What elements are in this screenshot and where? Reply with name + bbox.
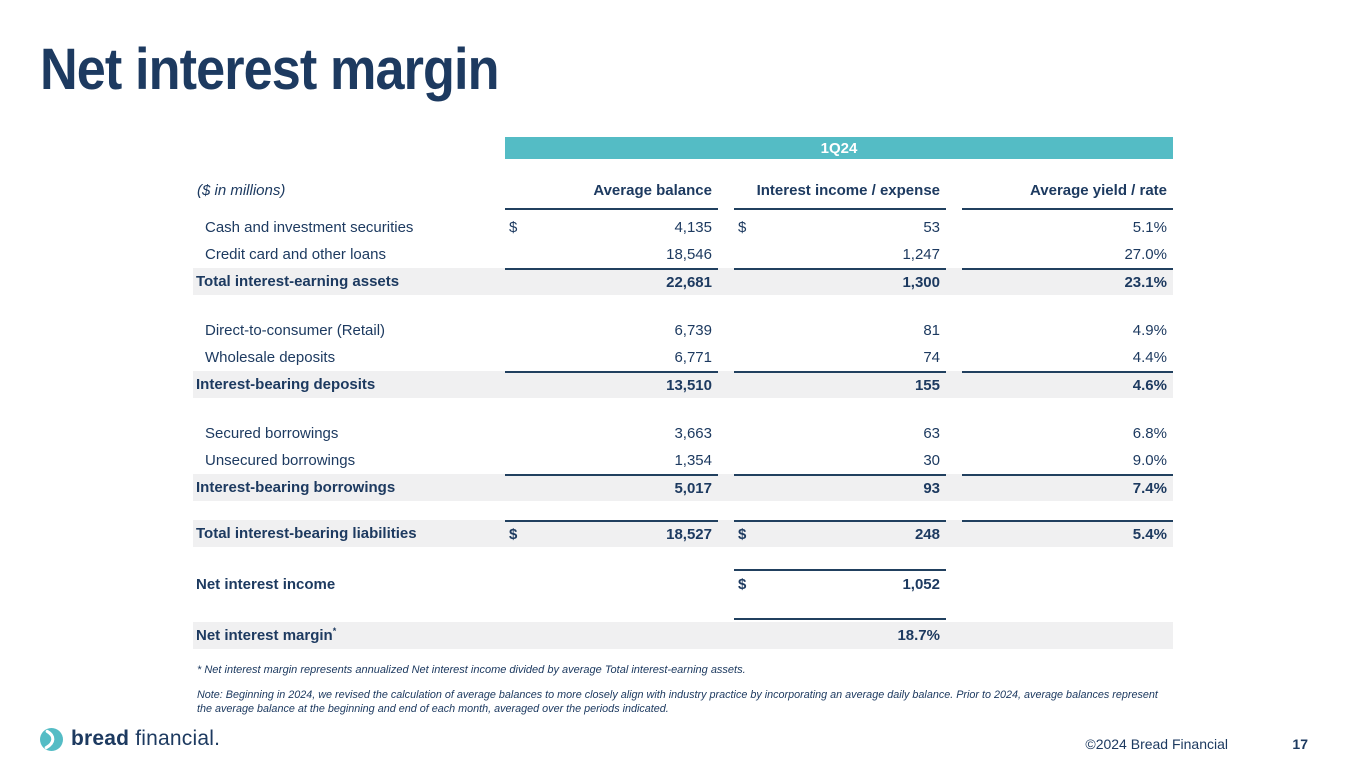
table-row: Wholesale deposits 6,771 74 4.4% bbox=[193, 344, 1173, 371]
table-row-subtotal: Interest-bearing deposits 13,510 155 4.6… bbox=[193, 371, 1173, 398]
spacer bbox=[193, 295, 1173, 317]
table-row: Direct-to-consumer (Retail) 6,739 81 4.9… bbox=[193, 317, 1173, 344]
yield-value: 5.4% bbox=[1132, 526, 1167, 543]
interest-value: 30 bbox=[923, 452, 940, 469]
avg-balance-value: 3,663 bbox=[674, 425, 712, 442]
interest-value: 248 bbox=[914, 526, 940, 543]
nim-table: 1Q24 ($ in millions) Average balance Int… bbox=[193, 137, 1173, 716]
row-label: Net interest margin bbox=[196, 627, 333, 644]
page-number: 17 bbox=[1292, 736, 1308, 752]
col-header-average-yield-rate: Average yield / rate bbox=[1029, 182, 1167, 199]
yield-value: 4.4% bbox=[1132, 349, 1167, 366]
interest-value: 74 bbox=[923, 349, 940, 366]
table-row: Secured borrowings 3,663 63 6.8% bbox=[193, 420, 1173, 447]
interest-value: 155 bbox=[914, 377, 940, 394]
yield-value: 4.9% bbox=[1132, 322, 1167, 339]
interest-value: 1,300 bbox=[902, 274, 940, 291]
col-header-average-balance: Average balance bbox=[593, 182, 712, 199]
period-label: 1Q24 bbox=[820, 139, 858, 157]
row-label: Total interest-earning assets bbox=[196, 273, 400, 290]
divider-segment bbox=[505, 208, 718, 210]
dollar-sign: $ bbox=[509, 526, 518, 543]
spacer bbox=[193, 547, 1173, 569]
dollar-sign: $ bbox=[738, 219, 747, 236]
row-label: Interest-bearing borrowings bbox=[196, 479, 396, 496]
row-label: Secured borrowings bbox=[205, 425, 339, 442]
row-label: Interest-bearing deposits bbox=[196, 376, 376, 393]
yield-value: 23.1% bbox=[1124, 274, 1167, 291]
avg-balance-value: 4,135 bbox=[674, 219, 712, 236]
avg-balance-value: 13,510 bbox=[666, 377, 712, 394]
yield-value: 7.4% bbox=[1132, 480, 1167, 497]
interest-value: 93 bbox=[923, 480, 940, 497]
table-row: Cash and investment securities $4,135 $5… bbox=[193, 214, 1173, 241]
brand-logo: bread financial. bbox=[40, 727, 220, 751]
spacer bbox=[193, 501, 1173, 520]
footnote-note: Note: Beginning in 2024, we revised the … bbox=[197, 689, 1158, 715]
bread-financial-logo-icon bbox=[40, 727, 63, 751]
header-divider bbox=[193, 208, 1173, 210]
interest-value: 53 bbox=[923, 219, 940, 236]
dollar-sign: $ bbox=[738, 576, 747, 593]
avg-balance-value: 6,771 bbox=[674, 349, 712, 366]
row-label: Net interest income bbox=[196, 576, 336, 593]
brand-name-bold: bread bbox=[71, 727, 130, 750]
net-interest-margin-divider bbox=[193, 618, 1173, 620]
spacer bbox=[193, 398, 1173, 420]
page-title: Net interest margin bbox=[40, 37, 500, 102]
avg-balance-value: 18,546 bbox=[666, 246, 712, 263]
table-row-total: Total interest-bearing liabilities $18,5… bbox=[193, 520, 1173, 547]
yield-value: 6.8% bbox=[1132, 425, 1167, 442]
divider-segment bbox=[734, 569, 946, 571]
avg-balance-value: 22,681 bbox=[666, 274, 712, 291]
table-row: Unsecured borrowings 1,354 30 9.0% bbox=[193, 447, 1173, 474]
table-row-subtotal: Interest-bearing borrowings 5,017 93 7.4… bbox=[193, 474, 1173, 501]
spacer bbox=[193, 598, 1173, 618]
brand-name-light: financial bbox=[129, 727, 215, 750]
margin-value: 18.7% bbox=[897, 627, 940, 644]
row-label: Unsecured borrowings bbox=[205, 452, 356, 469]
brand-period: . bbox=[214, 727, 221, 750]
yield-value: 27.0% bbox=[1124, 246, 1167, 263]
col-header-interest-income-expense: Interest income / expense bbox=[756, 182, 940, 199]
interest-value: 1,247 bbox=[902, 246, 940, 263]
divider-segment bbox=[734, 618, 946, 620]
footnote-marker: * bbox=[332, 626, 337, 636]
period-header-bar: 1Q24 bbox=[505, 137, 1173, 159]
table-row-net-interest-income: Net interest income $1,052 bbox=[193, 571, 1173, 598]
divider-segment bbox=[962, 208, 1173, 210]
interest-value: 63 bbox=[923, 425, 940, 442]
dollar-sign: $ bbox=[509, 219, 518, 236]
table-row-subtotal: Total interest-earning assets 22,681 1,3… bbox=[193, 268, 1173, 295]
net-interest-income-divider bbox=[193, 569, 1173, 571]
avg-balance-value: 1,354 bbox=[674, 452, 712, 469]
avg-balance-value: 5,017 bbox=[674, 480, 712, 497]
row-label: Wholesale deposits bbox=[205, 349, 336, 366]
units-label: ($ in millions) bbox=[197, 182, 286, 199]
column-header-row: ($ in millions) Average balance Interest… bbox=[193, 159, 1173, 208]
table-row: Credit card and other loans 18,546 1,247… bbox=[193, 241, 1173, 268]
yield-value: 4.6% bbox=[1132, 377, 1167, 394]
yield-value: 9.0% bbox=[1132, 452, 1167, 469]
table-row-net-interest-margin: Net interest margin* 18.7% bbox=[193, 622, 1173, 649]
dollar-sign: $ bbox=[738, 526, 747, 543]
row-label: Total interest-bearing liabilities bbox=[196, 525, 417, 542]
interest-value: 1,052 bbox=[902, 576, 940, 593]
divider-segment bbox=[734, 208, 946, 210]
row-label: Cash and investment securities bbox=[205, 219, 414, 236]
row-label: Direct-to-consumer (Retail) bbox=[205, 322, 386, 339]
avg-balance-value: 18,527 bbox=[666, 526, 712, 543]
row-label: Credit card and other loans bbox=[205, 246, 386, 263]
footnote-star: * Net interest margin represents annuali… bbox=[197, 664, 746, 676]
yield-value: 5.1% bbox=[1132, 219, 1167, 236]
copyright-text: ©2024 Bread Financial bbox=[1085, 736, 1228, 752]
avg-balance-value: 6,739 bbox=[674, 322, 712, 339]
interest-value: 81 bbox=[923, 322, 940, 339]
